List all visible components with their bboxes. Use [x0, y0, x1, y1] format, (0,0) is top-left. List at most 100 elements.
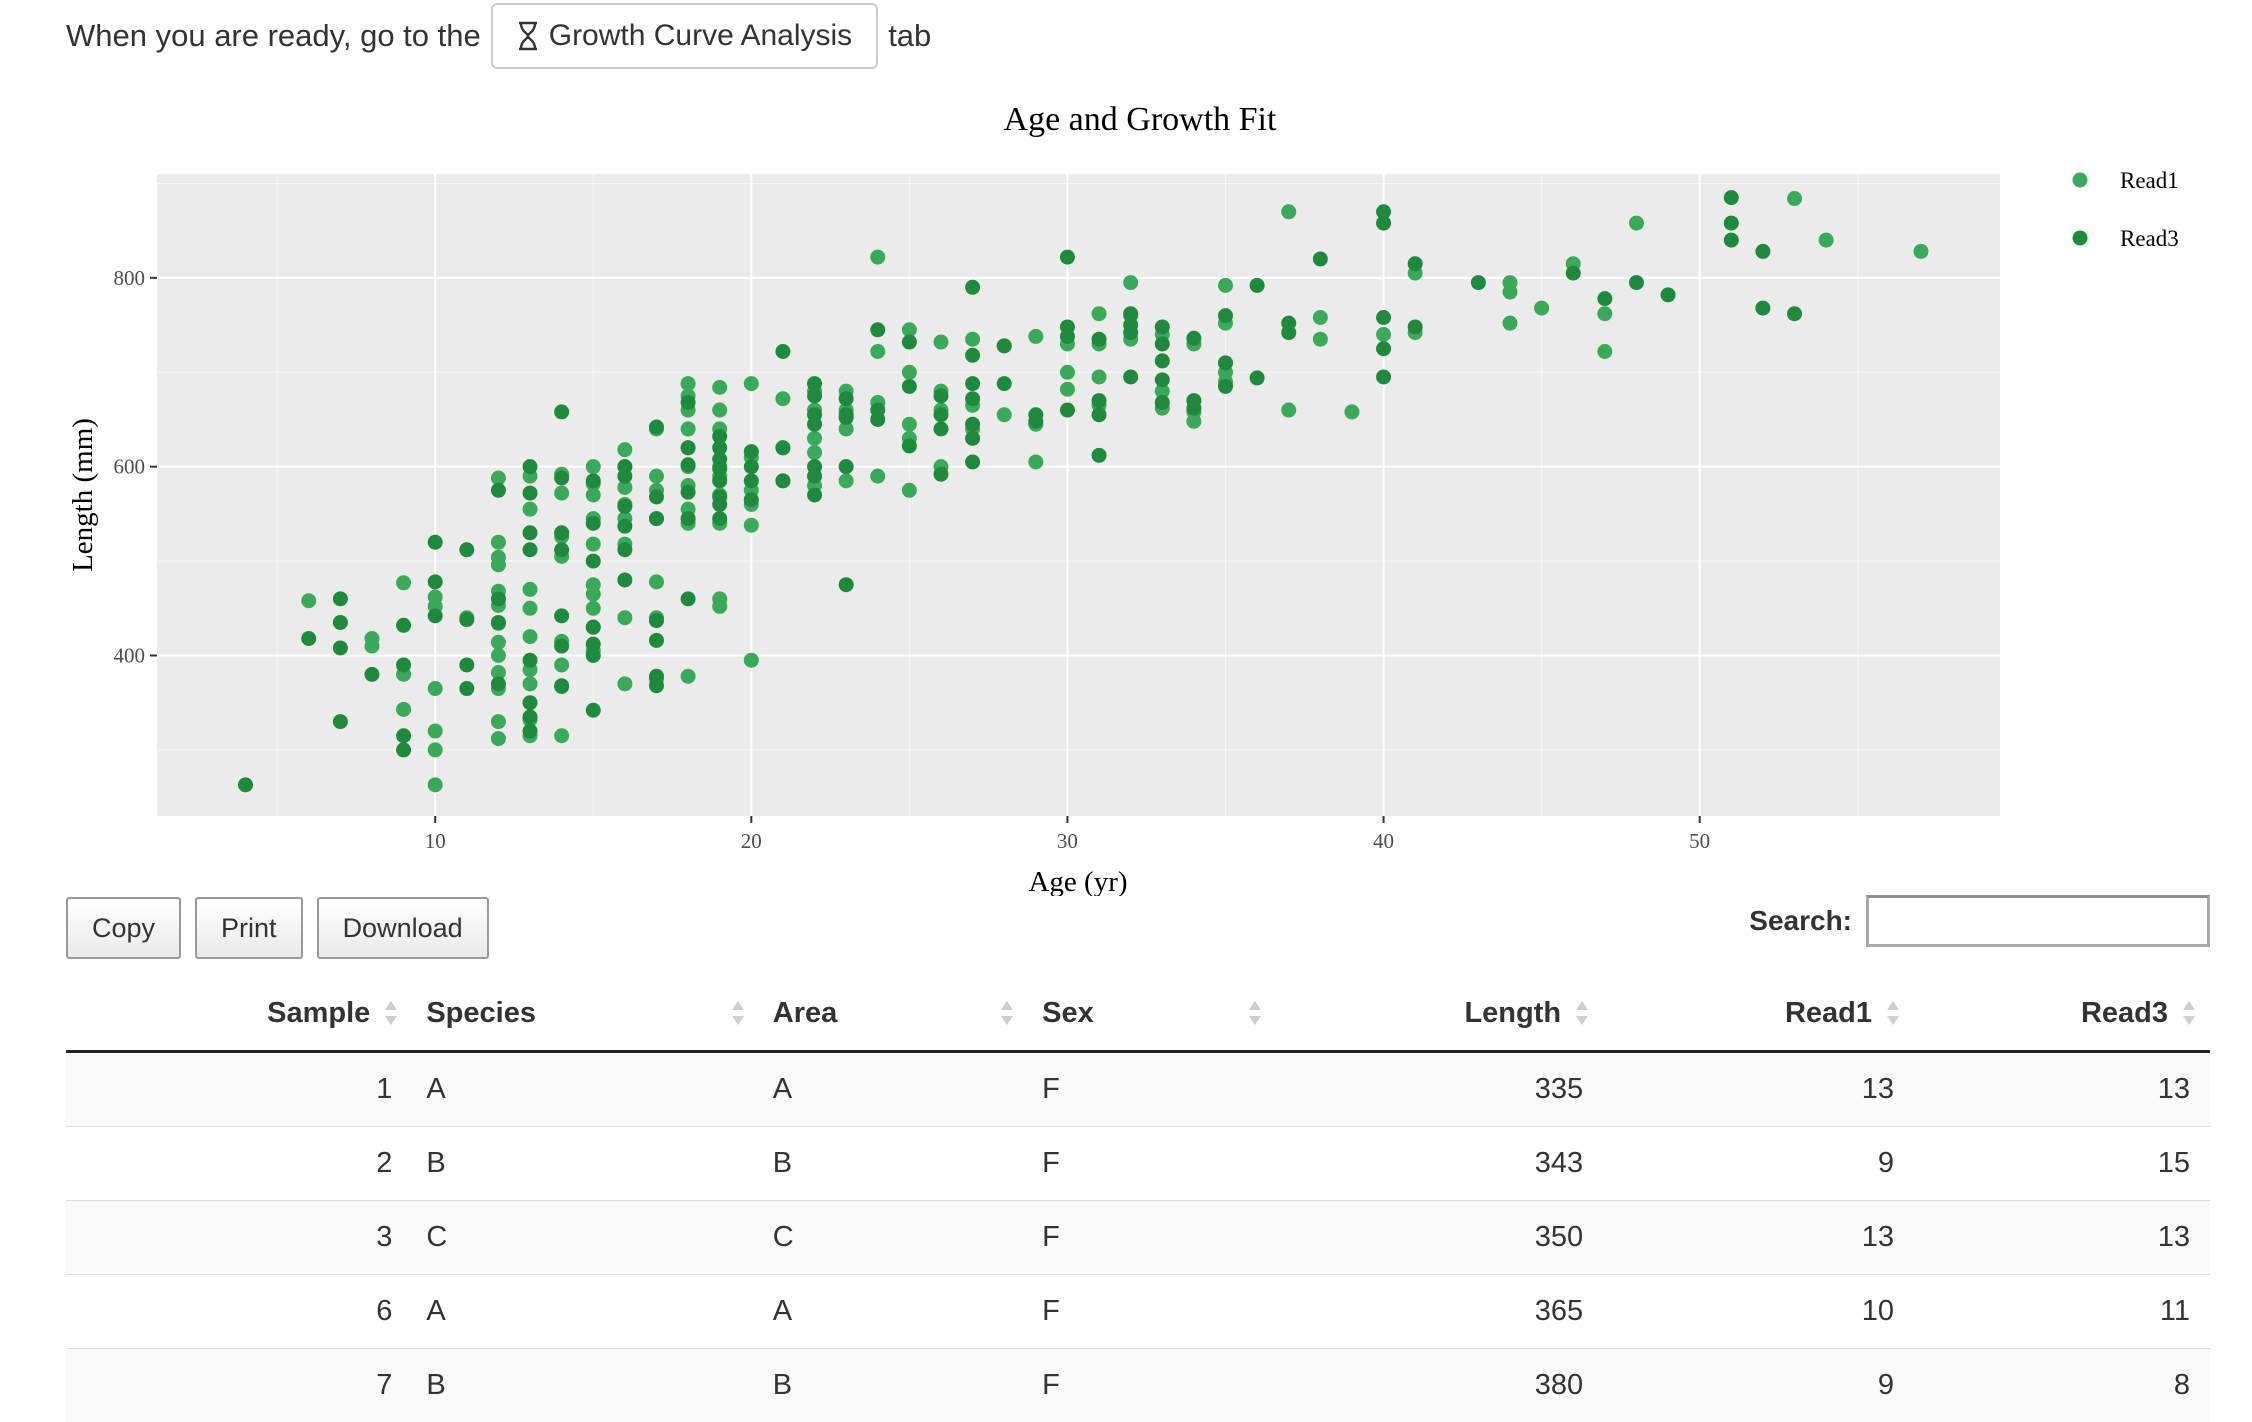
point-read3 — [238, 777, 253, 792]
point-read1 — [1819, 233, 1834, 248]
point-read3 — [933, 407, 948, 422]
point-read3 — [1281, 325, 1296, 340]
point-read3 — [523, 695, 538, 710]
point-read1 — [1123, 275, 1138, 290]
point-read3 — [1597, 291, 1612, 306]
point-read1 — [1313, 310, 1328, 325]
cell-read3: 15 — [1914, 1127, 2210, 1201]
point-read3 — [681, 591, 696, 606]
column-header-label: Species — [426, 997, 536, 1029]
column-header-label: Length — [1464, 997, 1561, 1029]
point-read3 — [681, 511, 696, 526]
point-read3 — [1123, 369, 1138, 384]
point-read3 — [523, 459, 538, 474]
column-header-read1[interactable]: Read1 — [1603, 976, 1914, 1052]
point-read3 — [491, 483, 506, 498]
column-header-species[interactable]: Species — [412, 976, 758, 1052]
cell-area: C — [759, 1201, 1028, 1275]
column-header-sample[interactable]: Sample — [66, 976, 412, 1052]
point-read3 — [681, 395, 696, 410]
point-read1 — [428, 742, 443, 757]
cell-area: A — [759, 1275, 1028, 1349]
chart-title: Age and Growth Fit — [1004, 101, 1277, 138]
point-read3 — [649, 613, 664, 628]
point-read1 — [586, 587, 601, 602]
point-read1 — [933, 335, 948, 350]
cell-species: B — [412, 1127, 758, 1201]
column-header-sex[interactable]: Sex — [1028, 976, 1276, 1052]
point-read3 — [617, 542, 632, 557]
point-read1 — [396, 702, 411, 717]
point-read1 — [428, 724, 443, 739]
print-button[interactable]: Print — [195, 897, 303, 959]
column-header-read3[interactable]: Read3 — [1914, 976, 2210, 1052]
point-read1 — [744, 653, 759, 668]
point-read3 — [523, 486, 538, 501]
column-header-length[interactable]: Length — [1276, 976, 1603, 1052]
point-read3 — [396, 728, 411, 743]
point-read1 — [649, 469, 664, 484]
point-read1 — [965, 332, 980, 347]
point-read1 — [870, 250, 885, 265]
point-read3 — [617, 499, 632, 514]
cell-sex: F — [1028, 1201, 1276, 1275]
point-read3 — [428, 535, 443, 550]
sort-icon — [1000, 999, 1014, 1027]
point-read3 — [1661, 287, 1676, 302]
point-read3 — [839, 459, 854, 474]
search-input[interactable] — [1866, 895, 2210, 947]
intro-text-before: When you are ready, go to the — [66, 18, 481, 54]
point-read3 — [1566, 266, 1581, 281]
copy-button[interactable]: Copy — [66, 897, 181, 959]
point-read1 — [491, 635, 506, 650]
point-read3 — [586, 703, 601, 718]
point-read3 — [807, 388, 822, 403]
cell-area: A — [759, 1052, 1028, 1127]
cell-read3: 11 — [1914, 1275, 2210, 1349]
point-read1 — [712, 403, 727, 418]
point-read3 — [1186, 401, 1201, 416]
point-read3 — [744, 473, 759, 488]
point-read1 — [1787, 191, 1802, 206]
point-read1 — [1218, 278, 1233, 293]
cell-sample: 2 — [66, 1127, 412, 1201]
point-read1 — [1597, 306, 1612, 321]
point-read3 — [965, 391, 980, 406]
column-header-label: Read1 — [1785, 997, 1872, 1029]
point-read1 — [301, 593, 316, 608]
cell-read3: 13 — [1914, 1201, 2210, 1275]
point-read1 — [1534, 301, 1549, 316]
x-tick-label: 10 — [425, 829, 446, 853]
download-button[interactable]: Download — [317, 897, 489, 959]
point-read3 — [1408, 319, 1423, 334]
point-read3 — [1218, 308, 1233, 323]
x-tick-label: 30 — [1057, 829, 1078, 853]
point-read3 — [1060, 403, 1075, 418]
growth-curve-tab-button[interactable]: Growth Curve Analysis — [491, 3, 878, 69]
intro-text-after: tab — [888, 18, 931, 54]
point-read3 — [523, 653, 538, 668]
point-read3 — [965, 417, 980, 432]
point-read3 — [902, 438, 917, 453]
point-read1 — [491, 557, 506, 572]
point-read3 — [554, 678, 569, 693]
point-read1 — [428, 777, 443, 792]
table-search: Search: — [1749, 895, 2210, 947]
y-tick-label: 800 — [114, 266, 146, 290]
cell-read1: 9 — [1603, 1127, 1914, 1201]
sort-icon — [1575, 999, 1589, 1027]
point-read3 — [301, 631, 316, 646]
point-read3 — [1376, 341, 1391, 356]
column-header-label: Sample — [267, 997, 370, 1029]
point-read3 — [554, 639, 569, 654]
point-read1 — [1281, 403, 1296, 418]
column-header-area[interactable]: Area — [759, 976, 1028, 1052]
point-read3 — [554, 608, 569, 623]
